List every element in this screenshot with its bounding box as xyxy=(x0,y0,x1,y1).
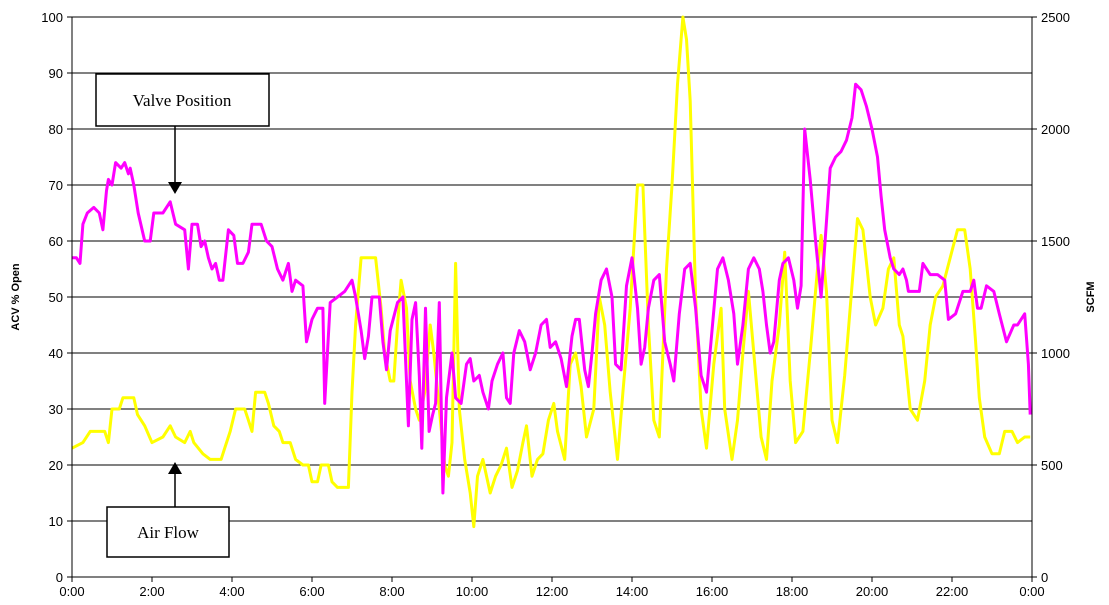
valve-position-callout: Valve Position xyxy=(95,73,270,194)
left-tick-label-4: 40 xyxy=(49,346,63,361)
left-tick-label-5: 50 xyxy=(49,290,63,305)
x-tick-label-3: 6:00 xyxy=(299,584,324,599)
x-tick-label-7: 14:00 xyxy=(616,584,649,599)
left-tick-label-6: 60 xyxy=(49,234,63,249)
series-layer xyxy=(71,15,1032,529)
left-tick-label-1: 10 xyxy=(49,514,63,529)
x-tick-labels: 0:00 2:00 4:00 6:00 8:00 10:00 12:00 14:00 16:00… xyxy=(59,577,1045,599)
series-valve-position-line xyxy=(72,82,1032,495)
left-tick-label-7: 70 xyxy=(49,178,63,193)
x-tick-label-8: 16:00 xyxy=(696,584,729,599)
right-tick-label-4: 2000 xyxy=(1041,122,1070,137)
left-tick-label-2: 20 xyxy=(49,458,63,473)
x-tick-label-6: 12:00 xyxy=(536,584,569,599)
x-tick-label-5: 10:00 xyxy=(456,584,489,599)
right-tick-label-1: 500 xyxy=(1041,458,1063,473)
right-axis-title: SCFM xyxy=(1085,281,1097,312)
x-tick-label-9: 18:00 xyxy=(776,584,809,599)
left-tick-label-9: 90 xyxy=(49,66,63,81)
valve-position-arrow-head xyxy=(168,182,182,194)
air-flow-callout-text: Air Flow xyxy=(137,523,200,542)
left-tick-labels: 0 10 20 30 40 50 60 70 80 90 100 xyxy=(41,10,72,585)
right-tick-label-3: 1500 xyxy=(1041,234,1070,249)
right-tick-label-2: 1000 xyxy=(1041,346,1070,361)
x-tick-label-2: 4:00 xyxy=(219,584,244,599)
x-tick-label-10: 20:00 xyxy=(856,584,889,599)
right-tick-labels: 0 500 1000 1500 2000 2500 xyxy=(1032,10,1070,585)
left-tick-label-10: 100 xyxy=(41,10,63,25)
left-tick-label-3: 30 xyxy=(49,402,63,417)
x-tick-label-1: 2:00 xyxy=(139,584,164,599)
x-tick-label-11: 22:00 xyxy=(936,584,969,599)
x-tick-label-0: 0:00 xyxy=(59,584,84,599)
air-flow-callout: Air Flow xyxy=(106,462,230,558)
air-flow-callout-box xyxy=(106,506,230,558)
valve-position-callout-box xyxy=(95,73,270,127)
gridlines xyxy=(72,16,1032,578)
right-tick-label-0: 0 xyxy=(1041,570,1048,585)
x-tick-label-4: 8:00 xyxy=(379,584,404,599)
valve-position-callout-text: Valve Position xyxy=(133,91,232,110)
left-tick-label-8: 80 xyxy=(49,122,63,137)
x-tick-label-12: 0:00 xyxy=(1019,584,1044,599)
right-tick-label-5: 2500 xyxy=(1041,10,1070,25)
left-tick-label-0: 0 xyxy=(56,570,63,585)
series-air-flow-line xyxy=(71,15,1031,529)
left-axis-title: ACV % Open xyxy=(10,263,22,331)
air-flow-arrow-head xyxy=(168,462,182,474)
